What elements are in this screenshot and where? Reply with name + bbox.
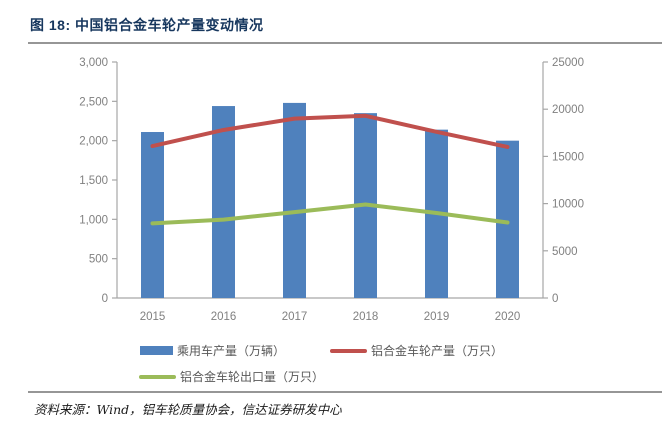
y-axis-right-label: 15000 <box>552 151 584 163</box>
figure-title: 图 18: 中国铝合金车轮产量变动情况 <box>30 17 264 33</box>
source-note: 资料来源：Wind，铝车轮质量协会，信达证券研发中心 <box>34 402 342 417</box>
y-axis-left-label: 1,000 <box>79 214 108 226</box>
x-axis-label-2015: 2015 <box>140 311 166 323</box>
bar-2015 <box>141 132 164 298</box>
bar-2017 <box>283 102 306 298</box>
production-line <box>150 113 510 149</box>
title-divider <box>28 42 662 44</box>
y-axis-left-label: 1,500 <box>79 175 108 187</box>
chart-svg: 0 500 1,000 1,500 2,000 2,500 3,000 0 5000 10000 1… <box>79 57 584 323</box>
y-axis-right-label: 20000 <box>552 104 584 116</box>
legend-item-passenger-car-output: 乘用车产量（万辆） <box>140 342 285 359</box>
y-axis-left-label: 3,000 <box>79 57 108 69</box>
source-divider <box>28 391 662 393</box>
y-axis-left-label: 0 <box>102 293 108 305</box>
bar-series-swatch <box>140 346 173 355</box>
y-axis-right-label: 0 <box>552 293 558 305</box>
x-axis-label-2017: 2017 <box>282 311 308 323</box>
legend-label-wheel-export: 铝合金车轮出口量（万只） <box>180 370 325 384</box>
export-line-swatch <box>139 374 176 379</box>
legend-label-passenger-car-output: 乘用车产量（万辆） <box>177 344 286 358</box>
y-axis-left-label: 2,500 <box>79 96 108 108</box>
bar-2020 <box>496 140 519 298</box>
x-axis-label-2016: 2016 <box>211 311 237 323</box>
y-axis-left-label: 500 <box>89 254 108 266</box>
export-line <box>150 202 510 226</box>
x-axis-label-2018: 2018 <box>353 311 379 323</box>
legend-item-wheel-production: 铝合金车轮产量（万只） <box>330 342 503 359</box>
bar-2016 <box>212 106 235 298</box>
x-axis-label-2020: 2020 <box>495 311 521 323</box>
y-axis-left-label: 2,000 <box>79 136 108 148</box>
legend-item-wheel-export: 铝合金车轮出口量（万只） <box>139 368 324 385</box>
y-axis-right-label: 25000 <box>552 57 584 69</box>
y-axis-right-label: 5000 <box>552 246 578 258</box>
x-axis-label-2019: 2019 <box>424 311 450 323</box>
legend-label-wheel-production: 铝合金车轮产量（万只） <box>371 344 504 358</box>
production-line-swatch <box>330 348 367 353</box>
y-axis-right-label: 10000 <box>552 199 584 211</box>
